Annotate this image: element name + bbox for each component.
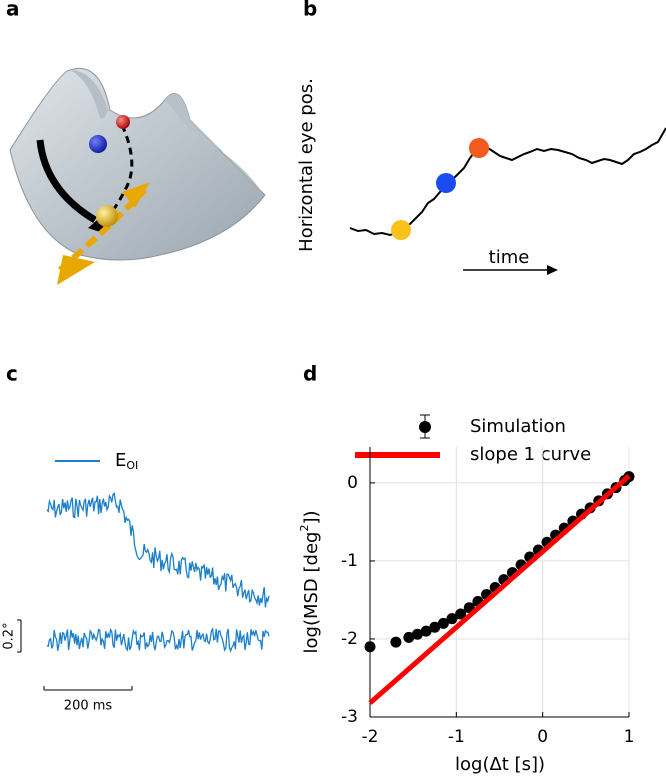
- y-tick-label: -2: [341, 629, 358, 649]
- y-label-text: ]): [301, 511, 322, 525]
- y-tick-label: -3: [341, 707, 358, 727]
- legend-subscript: OI: [126, 459, 138, 472]
- y-label: Horizontal eye pos.: [296, 78, 317, 252]
- x-tick-label: 0: [537, 727, 548, 747]
- arrow-head: [547, 265, 558, 275]
- legend-label: slope 1 curve: [470, 444, 591, 465]
- trace: [46, 491, 270, 608]
- x-label: time: [489, 247, 530, 268]
- y-label: log(MSD [deg2]): [298, 511, 322, 654]
- x-tick-label: -1: [448, 727, 465, 747]
- legend-marker: [419, 421, 431, 433]
- point: [364, 641, 376, 653]
- scale-label: 0.2°: [2, 622, 17, 649]
- point: [390, 636, 402, 648]
- point: [455, 608, 467, 620]
- traces: [46, 491, 270, 653]
- x-label: log(Δt [s]): [455, 754, 545, 775]
- panel-letter: d: [303, 362, 317, 386]
- y-tick-label: 0: [347, 473, 358, 493]
- panel-letter: c: [6, 362, 18, 386]
- x-tick-label: 1: [624, 727, 635, 747]
- y-label-sup: 2: [298, 525, 311, 532]
- point: [403, 631, 415, 643]
- marker: [469, 138, 489, 158]
- marker: [391, 220, 411, 240]
- point: [429, 621, 441, 633]
- y-tick-label: -1: [341, 551, 358, 571]
- x-tick-label: -2: [362, 727, 379, 747]
- panel-letter: a: [6, 0, 20, 21]
- eye-trace: [349, 127, 666, 237]
- legend-label: EOI: [115, 450, 138, 472]
- y-label-text: log(MSD [deg: [301, 532, 322, 654]
- point: [420, 625, 432, 637]
- legend-text: E: [115, 450, 126, 471]
- point: [411, 628, 423, 640]
- line: [368, 473, 631, 705]
- marker: [436, 173, 456, 193]
- bowl-illustration: [9, 68, 266, 285]
- legend-label: Simulation: [470, 416, 566, 437]
- scale-label: 200 ms: [64, 699, 113, 714]
- trace: [46, 627, 270, 653]
- point: [437, 617, 449, 629]
- panel-letter: b: [303, 0, 317, 21]
- point: [446, 613, 458, 625]
